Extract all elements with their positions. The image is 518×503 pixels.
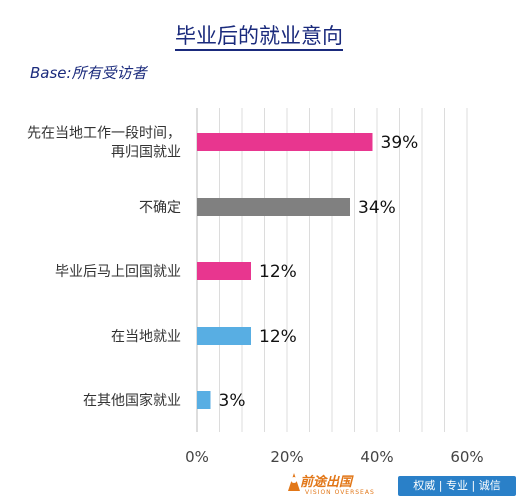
footer-brand-sub: VISION OVERSEAS <box>305 489 375 496</box>
bar <box>197 327 251 345</box>
bar <box>197 198 350 216</box>
category-label: 先在当地工作一段时间， <box>27 126 181 142</box>
category-label: 不确定 <box>139 200 181 216</box>
data-label: 3% <box>219 391 246 411</box>
category-label: 在当地就业 <box>111 329 181 345</box>
vision-overseas-logo <box>286 471 302 493</box>
data-label: 12% <box>259 327 297 347</box>
footer-tagline: 权威 | 专业 | 诚信 <box>398 476 516 496</box>
bar <box>197 133 373 151</box>
base-note: Base:所有受访者 <box>30 64 147 82</box>
category-label: 毕业后马上回国就业 <box>55 264 181 280</box>
data-label: 39% <box>381 133 419 153</box>
x-tick-label: 20% <box>270 448 303 466</box>
chart-title: 毕业后的就业意向 <box>0 20 518 51</box>
footer-brand: 前途出国 <box>300 475 353 490</box>
x-tick-label: 0% <box>185 448 209 466</box>
bar <box>197 262 251 280</box>
bar <box>197 391 211 409</box>
data-label: 12% <box>259 262 297 282</box>
x-tick-label: 40% <box>360 448 393 466</box>
data-label: 34% <box>358 198 396 218</box>
category-label: 在其他国家就业 <box>83 392 181 409</box>
x-tick-label: 60% <box>450 448 483 466</box>
category-label: 再归国就业 <box>111 144 181 161</box>
